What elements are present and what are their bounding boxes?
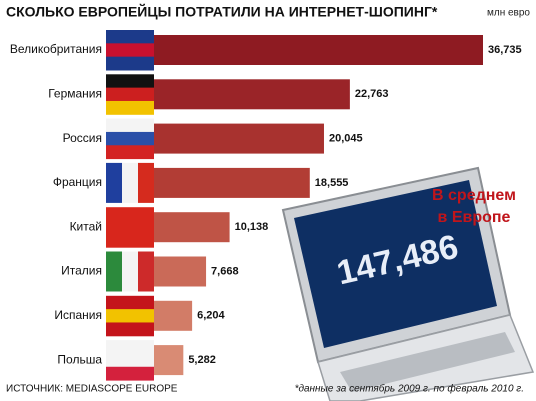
- average-caption: в Европе: [438, 209, 511, 226]
- footnote: *данные за сентябрь 2009 г. по февраль 2…: [295, 383, 524, 395]
- flag-stripe: [106, 56, 154, 71]
- laptop: [281, 166, 535, 401]
- flag-stripe: [122, 251, 138, 292]
- category-label: Россия: [63, 131, 102, 145]
- bar: [133, 35, 483, 65]
- flag-stripe: [106, 366, 154, 381]
- flag-stripe: [106, 251, 122, 292]
- value-label: 7,668: [211, 265, 239, 277]
- value-label: 6,204: [197, 310, 225, 322]
- category-label: Польша: [57, 352, 102, 366]
- flag-stripe: [106, 100, 154, 115]
- flag-stripe: [106, 43, 154, 58]
- value-label: 36,735: [488, 44, 522, 56]
- flag-stripe: [106, 162, 122, 203]
- laptop-keyboard: [340, 332, 515, 392]
- flag-stripe: [106, 145, 154, 160]
- value-label: 5,282: [188, 354, 216, 366]
- unit-label: млн евро: [487, 8, 530, 19]
- flag-stripe: [138, 162, 154, 203]
- flag-stripe: [106, 340, 154, 354]
- value-label: 10,138: [235, 221, 269, 233]
- flag-stripe: [138, 251, 154, 292]
- flag-stripe: [106, 309, 154, 323]
- laptop-screen: [294, 180, 497, 348]
- value-label: 22,763: [355, 88, 389, 100]
- flag-stripe: [106, 74, 154, 89]
- category-label: Германия: [48, 86, 102, 100]
- flag-stripe: [106, 30, 154, 44]
- bar: [133, 79, 350, 110]
- value-label: 18,555: [315, 177, 349, 189]
- source: ИСТОЧНИК: MEDIASCOPE EUROPE: [6, 384, 178, 395]
- flag-stripe: [106, 322, 154, 337]
- category-label: Испания: [54, 308, 102, 322]
- category-label: Италия: [61, 264, 102, 278]
- flag-stripe: [106, 220, 154, 235]
- average-caption: В среднем: [432, 187, 516, 204]
- category-label: Франция: [53, 175, 102, 189]
- flag-stripe: [106, 131, 154, 146]
- value-label: 20,045: [329, 133, 363, 145]
- flag-stripe: [106, 207, 154, 222]
- category-label: Китай: [70, 219, 102, 233]
- flag-stripe: [106, 87, 154, 102]
- flag-stripe: [106, 233, 154, 248]
- flag-stripe: [106, 353, 154, 368]
- flag-stripe: [106, 118, 154, 133]
- bar: [133, 123, 324, 154]
- flag-stripe: [106, 295, 154, 310]
- flag-stripe: [122, 162, 138, 203]
- chart-title: СКОЛЬКО ЕВРОПЕЙЦЫ ПОТРАТИЛИ НА ИНТЕРНЕТ-…: [6, 3, 438, 20]
- category-label: Великобритания: [10, 42, 102, 56]
- bar: [133, 167, 310, 198]
